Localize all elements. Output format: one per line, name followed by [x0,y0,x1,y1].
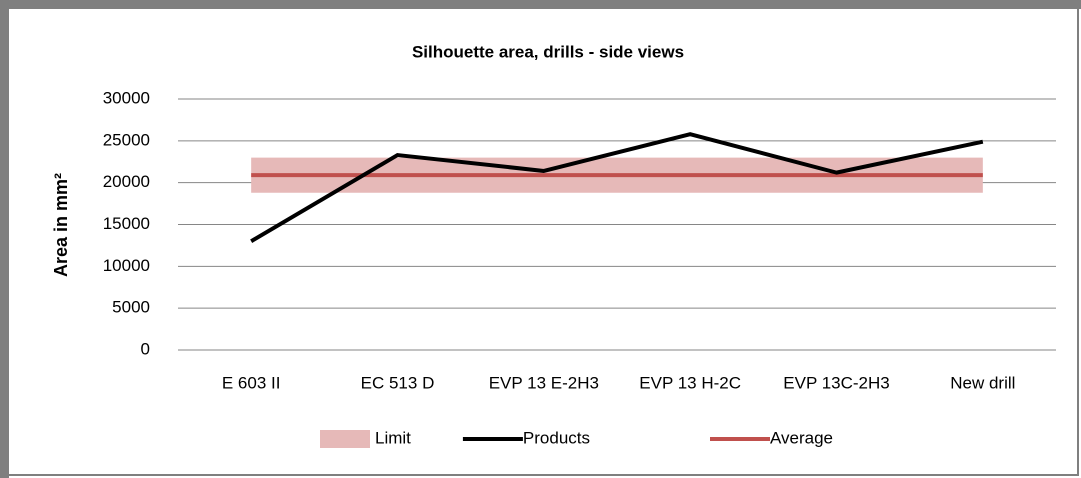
frame-edge [0,0,9,478]
x-tick-label: EVP 13 E-2H3 [489,373,599,392]
series-line [250,132,984,243]
y-axis-label: Area in mm² [51,173,71,277]
y-tick-label: 10000 [103,256,150,275]
y-tick-label: 20000 [103,172,150,191]
y-tick-label: 15000 [103,214,150,233]
x-tick-label: EVP 13C-2H3 [783,373,889,392]
frame-edge [0,0,1081,9]
y-tick-label: 5000 [112,298,150,317]
legend-label: Products [523,428,590,447]
y-tick-label: 30000 [103,88,150,107]
chart-title: Silhouette area, drills - side views [412,42,684,61]
x-tick-label: EC 513 D [361,373,435,392]
legend-label: Limit [375,428,411,447]
x-tick-label: E 603 II [222,373,281,392]
x-tick-label: EVP 13 H-2C [639,373,741,392]
y-tick-label: 0 [141,339,150,358]
legend-swatch [320,430,370,448]
x-tick-label: New drill [950,373,1015,392]
legend-label: Average [770,428,833,447]
y-tick-label: 25000 [103,130,150,149]
